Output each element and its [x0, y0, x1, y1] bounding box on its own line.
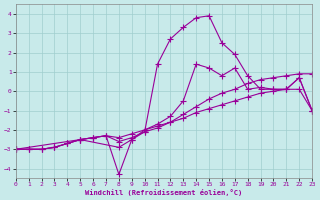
X-axis label: Windchill (Refroidissement éolien,°C): Windchill (Refroidissement éolien,°C)	[85, 189, 243, 196]
